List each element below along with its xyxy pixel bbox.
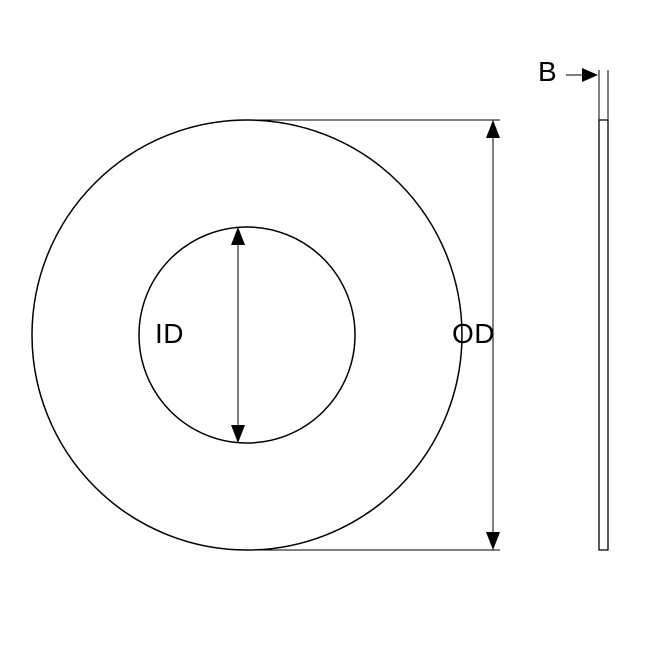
washer-diagram: ID OD B <box>0 0 670 670</box>
side-view <box>599 120 608 550</box>
id-dimension <box>231 227 245 443</box>
diagram-svg <box>0 0 670 670</box>
od-label: OD <box>452 318 495 350</box>
outer-circle <box>32 120 462 550</box>
id-label: ID <box>155 318 184 350</box>
b-dimension <box>566 68 608 120</box>
b-label: B <box>538 56 557 88</box>
